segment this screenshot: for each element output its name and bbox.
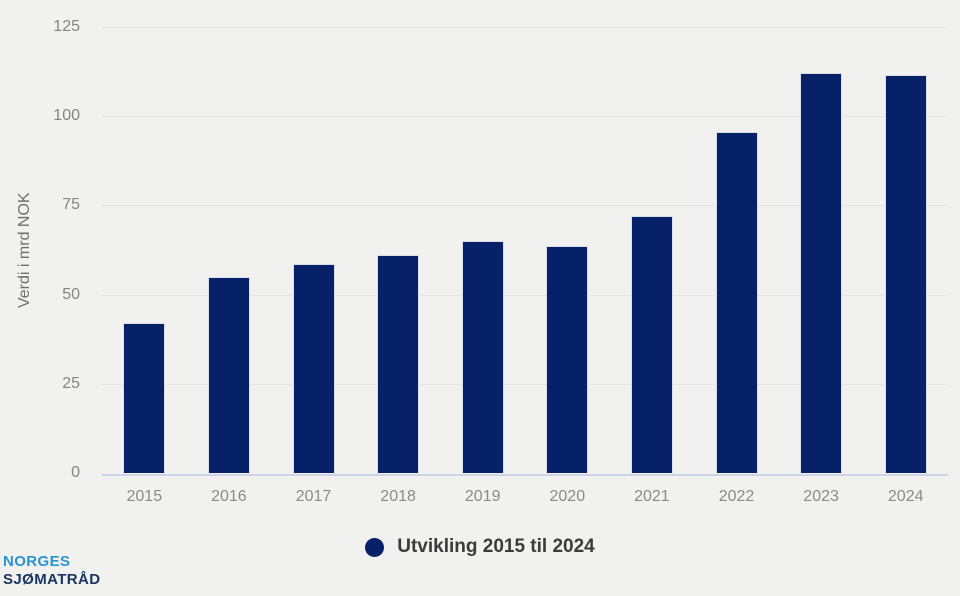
bar-2022[interactable] — [715, 132, 758, 473]
y-tick-label-100: 100 — [53, 107, 80, 125]
y-tick-label-0: 0 — [71, 464, 80, 481]
x-tick-label-2021: 2021 — [634, 488, 670, 505]
bar-2015[interactable] — [123, 323, 166, 473]
legend-marker-icon — [365, 537, 385, 557]
legend-item-series[interactable]: Utvikling 2015 til 2024 — [0, 536, 960, 558]
bar-2019[interactable] — [461, 241, 504, 473]
x-tick-label-2020: 2020 — [549, 488, 586, 505]
x-tick-label-2022: 2022 — [718, 488, 755, 505]
x-tick-label-2019: 2019 — [464, 488, 501, 505]
x-tick-label-2024: 2024 — [887, 488, 924, 505]
bar-2016[interactable] — [207, 276, 250, 473]
x-axis-line — [102, 474, 948, 476]
legend-label: Utvikling 2015 til 2024 — [397, 536, 595, 557]
y-tick-label-75: 75 — [62, 196, 80, 214]
gridline-25 — [102, 383, 948, 385]
bar-2024[interactable] — [884, 75, 927, 473]
x-tick-label-2023: 2023 — [803, 488, 839, 505]
gridline-50 — [102, 294, 948, 296]
gridline-75 — [102, 205, 948, 207]
bar-2020[interactable] — [546, 246, 589, 473]
gridline-125 — [102, 27, 948, 28]
x-tick-label-2018: 2018 — [380, 488, 416, 505]
x-tick-label-2016: 2016 — [211, 488, 247, 505]
y-tick-label-25: 25 — [62, 374, 80, 392]
y-tick-label-50: 50 — [62, 285, 80, 303]
bar-2023[interactable] — [800, 73, 843, 473]
bar-2021[interactable] — [630, 216, 673, 473]
logo-line-2: SJØMATRÅD — [3, 571, 101, 588]
x-tick-label-2017: 2017 — [295, 488, 332, 505]
plot-area: 0 25 50 75 100 125 2015 2016 2017 2018 2019 2020 202… — [53, 18, 948, 505]
y-tick-label-125: 125 — [53, 18, 80, 35]
x-tick-label-2015: 2015 — [126, 488, 163, 505]
bar-2018[interactable] — [377, 255, 420, 473]
norges-sjomatrad-logo: NORGES SJØMATRÅD — [3, 553, 101, 589]
gridline-100 — [102, 116, 948, 118]
logo-line-1: NORGES — [3, 553, 71, 570]
bar-2017[interactable] — [292, 264, 335, 473]
